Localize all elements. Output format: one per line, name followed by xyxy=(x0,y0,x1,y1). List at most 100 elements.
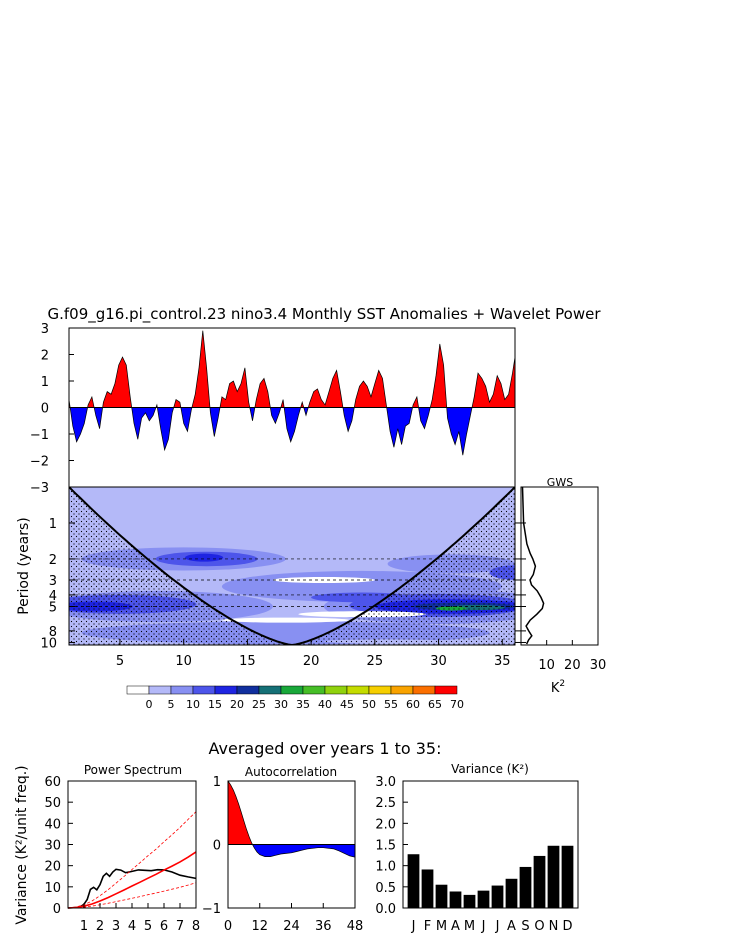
variance-bar-A-3 xyxy=(449,891,462,908)
variance-xtick-label-6: J xyxy=(495,919,500,934)
power-spectrum-xtick-label: 5 xyxy=(144,919,152,934)
power-spectrum-series-1 xyxy=(67,851,197,909)
colorbar-label-1: 5 xyxy=(168,698,175,711)
colorbar-label-2: 10 xyxy=(186,698,200,711)
sst-outline xyxy=(68,330,516,456)
colorbar-box-14 xyxy=(434,685,458,695)
power-spectrum-ytick-label: 60 xyxy=(44,775,61,790)
colorbar-box-8 xyxy=(302,685,326,695)
sst-ytick-label: −3 xyxy=(30,481,49,496)
sst-ytick-label: 1 xyxy=(41,375,49,390)
variance-bar-F-1 xyxy=(421,869,434,908)
wavelet-xtick-label: 15 xyxy=(239,654,256,669)
gws-xtick-label: 30 xyxy=(590,658,607,673)
variance-bar-S-8 xyxy=(519,866,532,908)
sst-timeseries-panel: 3 2 1 0 −1 −2 −3 xyxy=(30,322,516,496)
colorbar-label-4: 20 xyxy=(230,698,244,711)
sst-negative-9 xyxy=(180,407,192,432)
sst-negative-21 xyxy=(342,407,355,432)
power-spectrum-title: Power Spectrum xyxy=(84,763,182,777)
sst-ytick-label: 2 xyxy=(41,349,49,364)
wavelet-ytick-label: 5 xyxy=(49,600,57,615)
sst-positive-12 xyxy=(220,367,250,408)
variance-bar-A-7 xyxy=(505,878,518,908)
wavelet-frame xyxy=(68,486,516,646)
wavelet-contours xyxy=(69,487,515,645)
gws-xlabel: K2 xyxy=(551,679,565,696)
sst-positive-4 xyxy=(102,357,132,408)
variance-ytick-label: 0.0 xyxy=(375,902,396,917)
variance-ytick-label: 3.0 xyxy=(375,775,396,790)
sst-positive-22 xyxy=(354,370,387,408)
wavelet-xtick-label: 10 xyxy=(175,654,192,669)
power-spectrum-ytick-label: 30 xyxy=(44,839,61,854)
wavelet-ylabel: Period (years) xyxy=(16,517,32,615)
wavelet-ytick-label: 1 xyxy=(49,517,57,532)
variance-plot: J F M A M J J A S O N D0.00.51.01.52.02.53.0 xyxy=(375,775,579,934)
wavelet-ytick-label: 2 xyxy=(49,553,57,568)
autocorr-negative-1 xyxy=(252,844,355,858)
variance-ytick-label: 2.5 xyxy=(375,796,396,811)
colorbar-label-12: 60 xyxy=(406,698,420,711)
sst-negative-1 xyxy=(70,407,88,442)
variance-xtick-label-8: S xyxy=(521,919,529,934)
power-spectrum-xtick-label: 6 xyxy=(160,919,168,934)
wavelet-ytick-label: 4 xyxy=(49,589,57,604)
wavelet-xtick-label: 25 xyxy=(367,654,384,669)
autocorr-outline xyxy=(227,780,356,858)
power-spectrum-ylabel: Variance (K²/unit freq.) xyxy=(14,765,30,924)
variance-xtick-label-2: M xyxy=(436,919,447,934)
wavelet-ytick-label: 3 xyxy=(49,574,57,589)
power-spectrum-frame xyxy=(67,780,197,909)
sst-ytick-label: −2 xyxy=(30,455,49,470)
gws-xtick-label: 20 xyxy=(564,658,581,673)
sst-negative-19 xyxy=(303,407,309,416)
sst-ytick-label: −1 xyxy=(30,428,49,443)
wavelet-xtick-label: 30 xyxy=(430,654,447,669)
wavelet-xtick-label: 35 xyxy=(494,654,511,669)
power-spectrum-ytick-label: 20 xyxy=(44,860,61,875)
sst-positive-20 xyxy=(308,370,343,408)
coi-stipple xyxy=(69,487,515,645)
colorbar-box-6 xyxy=(258,685,282,695)
power-spectrum-xtick-label: 2 xyxy=(96,919,104,934)
colorbar-box-5 xyxy=(236,685,260,695)
variance-bar-M-2 xyxy=(435,884,448,908)
power-spectrum-ytick-label: 50 xyxy=(44,796,61,811)
power-spectrum-xtick-label: 4 xyxy=(128,919,136,934)
variance-bar-O-9 xyxy=(533,855,546,908)
wavelet-xtick-label: 20 xyxy=(303,654,320,669)
colorbar-box-12 xyxy=(390,685,414,695)
sst-positive-10 xyxy=(191,330,210,408)
wavelet-ytick-label: 8 xyxy=(49,625,57,640)
sst-positive-14 xyxy=(254,378,271,408)
colorbar-box-0 xyxy=(126,685,150,695)
sst-ytick-label: 0 xyxy=(41,402,49,417)
variance-bar-N-10 xyxy=(547,845,560,908)
power-spectrum-xtick-label: 8 xyxy=(192,919,200,934)
sst-negative-3 xyxy=(94,407,103,429)
colorbar-box-13 xyxy=(412,685,436,695)
colorbar-box-9 xyxy=(324,685,348,695)
colorbar-label-14: 70 xyxy=(450,698,464,711)
variance-ytick-label: 1.0 xyxy=(375,860,396,875)
autocorr-xtick-label: 12 xyxy=(251,919,268,934)
colorbar-label-6: 30 xyxy=(274,698,288,711)
power-spectrum-series-2 xyxy=(67,811,197,909)
colorbar-label-5: 25 xyxy=(252,698,266,711)
variance-bar-J-0 xyxy=(407,854,420,908)
autocorr-xtick-label: 24 xyxy=(283,919,300,934)
power-spectrum-plot: 0 10 20 30 40 50 60 1 2 3 4 5 6 7 8 xyxy=(44,775,200,934)
gws-title: GWS xyxy=(547,476,573,489)
wavelet-blob-18 xyxy=(221,617,350,623)
colorbar-box-4 xyxy=(214,685,238,695)
variance-xtick-label-0: J xyxy=(411,919,416,934)
colorbar-box-10 xyxy=(346,685,370,695)
wavelet-ytick-label: 10 xyxy=(40,636,57,651)
wavelet-blob-10 xyxy=(184,553,224,562)
variance-xtick-label-10: N xyxy=(549,919,559,934)
sst-negative-7 xyxy=(157,407,174,450)
variance-xtick-label-1: F xyxy=(424,919,431,934)
